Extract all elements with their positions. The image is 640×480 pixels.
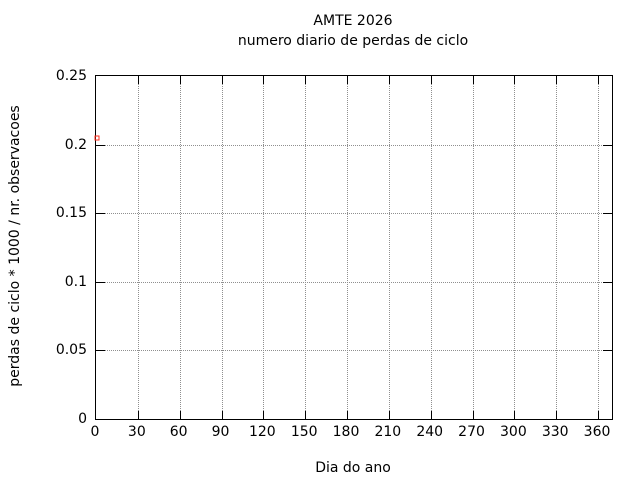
x-axis-label: Dia do ano	[315, 460, 391, 476]
x-tick-mark-bottom	[430, 411, 432, 419]
x-tick-mark-top	[472, 76, 474, 84]
y-tick-mark-left	[96, 144, 105, 146]
y-tick-mark-right	[603, 350, 612, 352]
x-gridline	[347, 76, 349, 419]
x-tick-label: 120	[248, 424, 276, 440]
y-tick-mark-right	[603, 213, 612, 215]
x-tick-mark-top	[430, 76, 432, 84]
y-tick-mark-left	[96, 281, 105, 283]
chart-title-line1: AMTE 2026	[313, 13, 393, 29]
x-gridline	[305, 76, 307, 419]
chart-title: AMTE 2026 numero diario de perdas de cic…	[95, 11, 611, 51]
y-gridline	[96, 281, 612, 283]
x-tick-label: 270	[458, 424, 485, 440]
x-gridline	[137, 76, 139, 419]
x-tick-mark-bottom	[179, 411, 181, 419]
x-tick-mark-bottom	[305, 411, 307, 419]
y-tick-mark-right	[603, 281, 612, 283]
x-gridline	[598, 76, 600, 419]
data-point-marker	[94, 135, 100, 141]
x-tick-label: 0	[90, 424, 100, 440]
x-tick-mark-top	[221, 76, 223, 84]
x-tick-mark-bottom	[137, 411, 139, 419]
x-tick-label: 360	[583, 424, 611, 440]
x-tick-label: 30	[127, 424, 146, 440]
y-tick-label: 0.2	[64, 136, 87, 153]
x-tick-mark-top	[598, 76, 600, 84]
x-tick-label: 90	[211, 424, 230, 440]
x-tick-mark-bottom	[221, 411, 223, 419]
x-tick-mark-bottom	[263, 411, 265, 419]
x-gridline	[472, 76, 474, 419]
x-gridline	[179, 76, 181, 419]
x-tick-label: 60	[169, 424, 188, 440]
x-tick-label: 240	[416, 424, 444, 440]
x-tick-label: 150	[290, 424, 318, 440]
y-gridline	[96, 144, 612, 146]
x-tick-mark-bottom	[347, 411, 349, 419]
x-tick-mark-top	[305, 76, 307, 84]
x-tick-label: 210	[374, 424, 402, 440]
x-gridline	[263, 76, 265, 419]
x-tick-mark-bottom	[388, 411, 390, 419]
y-tick-label: 0	[78, 411, 87, 427]
y-gridline	[96, 213, 612, 215]
x-tick-label: 300	[500, 424, 527, 440]
x-gridline	[556, 76, 558, 419]
x-tick-mark-bottom	[556, 411, 558, 419]
x-tick-mark-bottom	[598, 411, 600, 419]
y-tick-label: 0.05	[55, 342, 87, 359]
x-tick-mark-top	[556, 76, 558, 84]
x-gridline	[388, 76, 390, 419]
plot-area	[94, 75, 613, 420]
x-gridline	[430, 76, 432, 419]
x-tick-mark-top	[263, 76, 265, 84]
x-tick-mark-top	[179, 76, 181, 84]
x-gridline	[514, 76, 516, 419]
x-tick-mark-bottom	[472, 411, 474, 419]
y-tick-mark-left	[96, 350, 105, 352]
x-tick-mark-top	[388, 76, 390, 84]
x-gridline	[221, 76, 223, 419]
y-tick-mark-right	[603, 144, 612, 146]
y-tick-label: 0.1	[64, 273, 87, 290]
x-tick-mark-top	[514, 76, 516, 84]
chart-title-line2: numero diario de perdas de ciclo	[237, 33, 469, 49]
x-tick-mark-bottom	[514, 411, 516, 419]
x-tick-label: 180	[332, 424, 360, 440]
x-tick-label: 330	[541, 424, 569, 440]
y-tick-label: 0.15	[55, 205, 87, 222]
y-tick-mark-left	[96, 213, 105, 215]
x-tick-mark-top	[137, 76, 139, 84]
x-tick-mark-top	[347, 76, 349, 84]
y-gridline	[96, 350, 612, 352]
y-tick-label: 0.25	[55, 68, 87, 84]
